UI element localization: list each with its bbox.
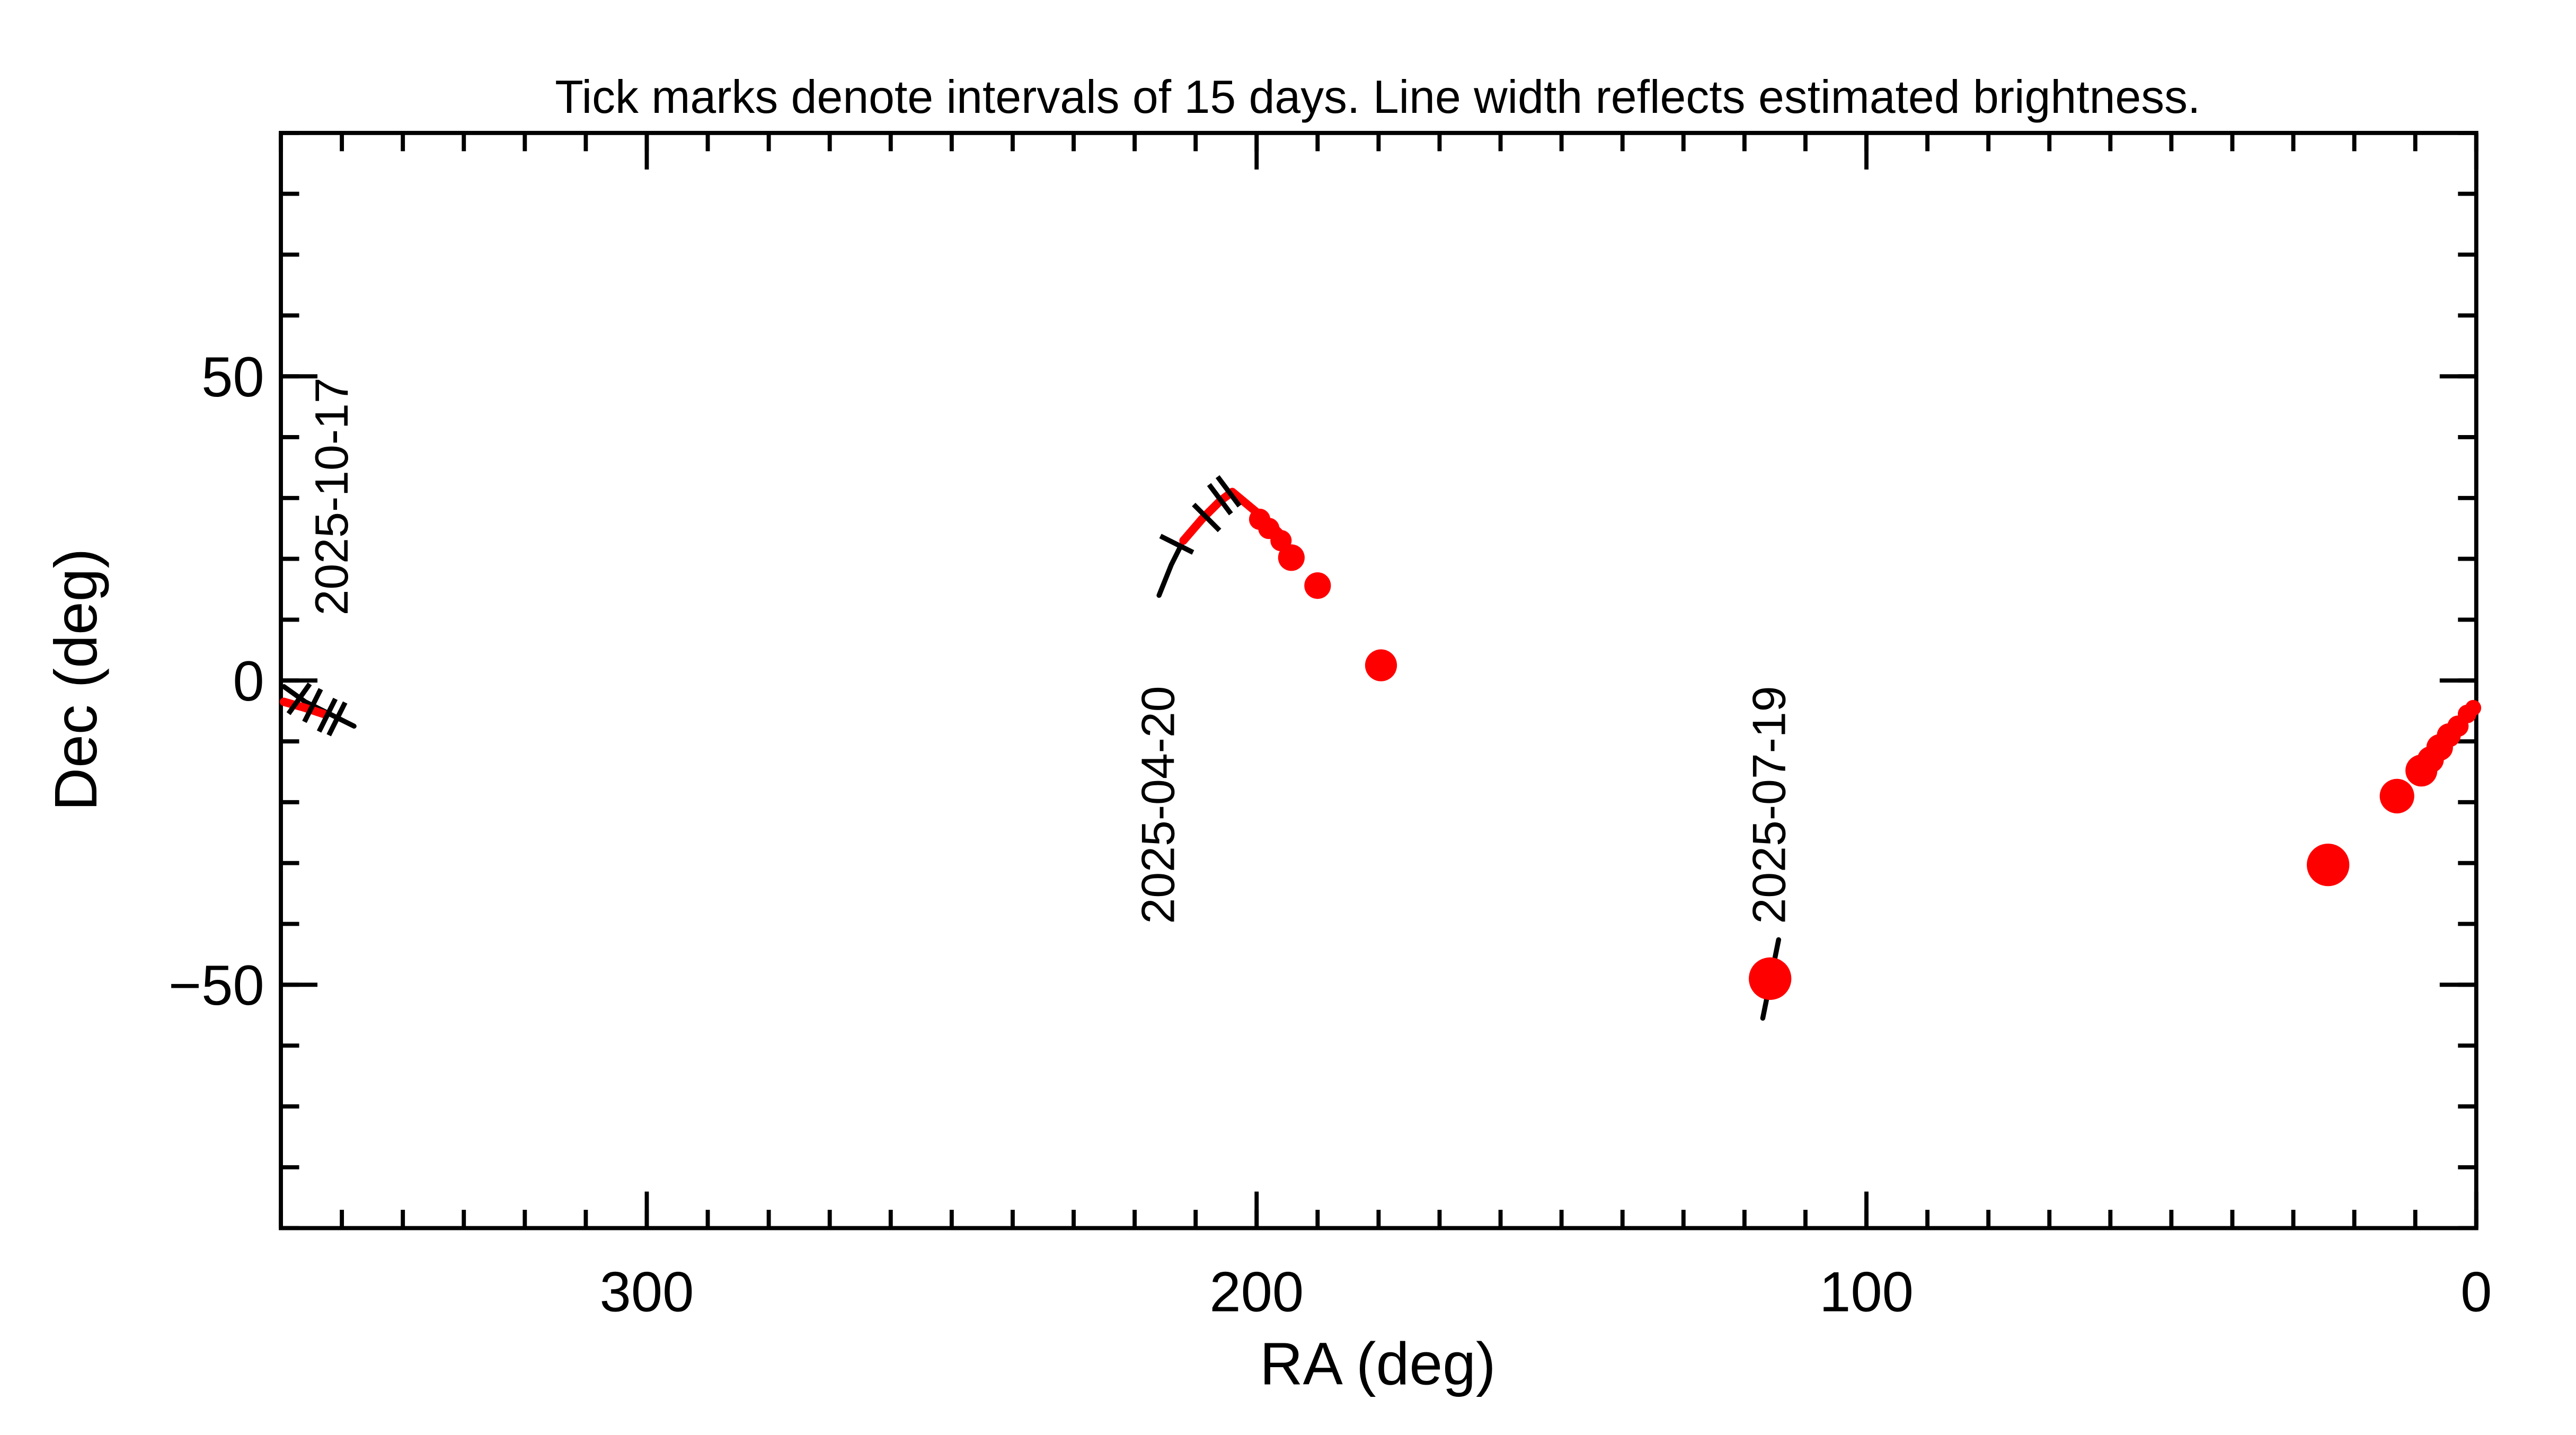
- date-tick: [1159, 534, 1194, 555]
- date-tick: [302, 688, 323, 723]
- date-tick: [1192, 502, 1221, 533]
- y-tick-label: −50: [169, 953, 264, 1017]
- y-axis-label: Dec (deg): [42, 548, 109, 811]
- brightness-dot: [1749, 957, 1792, 1000]
- date-tick: [286, 682, 312, 715]
- date-tick: [1207, 483, 1233, 516]
- date-tick: [316, 697, 338, 733]
- date-tick: [1215, 475, 1242, 508]
- x-tick-label: 0: [2460, 1260, 2492, 1323]
- date-tick: [326, 701, 348, 737]
- x-axis-label: RA (deg): [1260, 1330, 1495, 1397]
- brightness-dot: [1278, 544, 1305, 571]
- brightness-dot: [2379, 778, 2414, 813]
- brightness-dot: [2307, 843, 2350, 887]
- x-tick-label: 100: [1819, 1260, 1914, 1323]
- x-tick-label: 200: [1209, 1260, 1304, 1323]
- date-annotation: 2025-04-20: [1132, 686, 1184, 924]
- brightness-dot: [1365, 649, 1397, 681]
- y-tick-label: 0: [233, 649, 264, 713]
- date-annotation: 2025-07-19: [1743, 686, 1795, 924]
- date-annotation: 2025-10-17: [306, 377, 358, 615]
- y-tick-label: 50: [201, 345, 264, 409]
- chart-title: Tick marks denote intervals of 15 days. …: [555, 71, 2200, 123]
- brightness-dot: [1304, 572, 1331, 599]
- x-tick-label: 300: [600, 1260, 694, 1323]
- brightness-dot: [2465, 699, 2482, 716]
- trajectory-line: [279, 697, 328, 719]
